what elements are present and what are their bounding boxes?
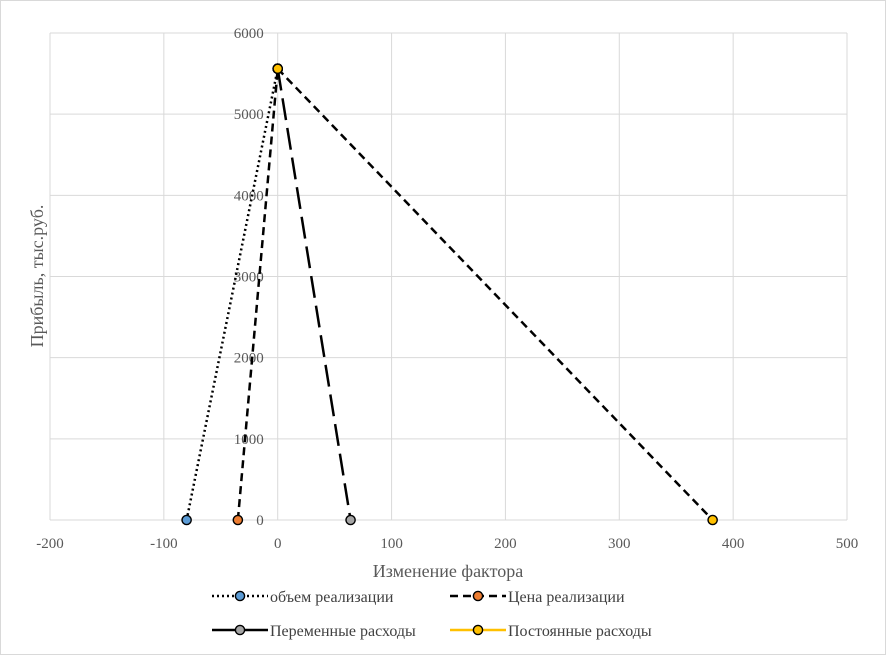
x-tick-label: 400 [722, 536, 745, 552]
x-axis-title: Изменение фактора [373, 561, 523, 581]
gridlines [49, 32, 848, 521]
legend-marker [472, 590, 484, 602]
y-tick-label: 3000 [234, 270, 264, 286]
legend-label: Переменные расходы [270, 623, 416, 640]
data-point [707, 514, 718, 526]
x-tick-labels: -200 -100 0 100 200 300 400 500 [36, 536, 858, 552]
series-line [185, 68, 279, 521]
data-point [345, 514, 356, 526]
y-tick-label: 0 [256, 513, 264, 529]
series-line [276, 68, 352, 521]
y-tick-label: 5000 [234, 107, 264, 123]
legend-label: Цена реализации [508, 589, 625, 606]
data-point [272, 63, 284, 75]
y-tick-label: 1000 [234, 432, 264, 448]
data-point [232, 514, 244, 526]
y-tick-label: 6000 [234, 26, 264, 42]
legend-marker [234, 624, 246, 636]
y-tick-label: 2000 [234, 351, 264, 367]
series-line [236, 68, 279, 521]
data-point [181, 514, 192, 526]
series-lines [185, 67, 714, 521]
y-tick-labels: 0 1000 2000 3000 4000 5000 6000 [234, 26, 264, 529]
series-markers [181, 63, 718, 526]
legend-marker [472, 624, 484, 636]
legend-marker [234, 590, 246, 602]
x-tick-label: -100 [150, 536, 178, 552]
series-line [276, 67, 714, 521]
legend-label: объем реализации [270, 589, 394, 606]
x-tick-label: 200 [494, 536, 517, 552]
x-tick-label: 0 [274, 536, 282, 552]
x-tick-label: 500 [836, 536, 859, 552]
legend-label: Постоянные расходы [508, 623, 652, 640]
x-tick-label: 300 [608, 536, 631, 552]
x-tick-label: 100 [380, 536, 403, 552]
legend: объем реализации Цена реализации Переменны… [212, 589, 652, 640]
x-tick-label: -200 [36, 536, 64, 552]
y-tick-label: 4000 [234, 188, 264, 204]
y-axis-title: Прибыль, тыс.руб. [27, 205, 47, 348]
